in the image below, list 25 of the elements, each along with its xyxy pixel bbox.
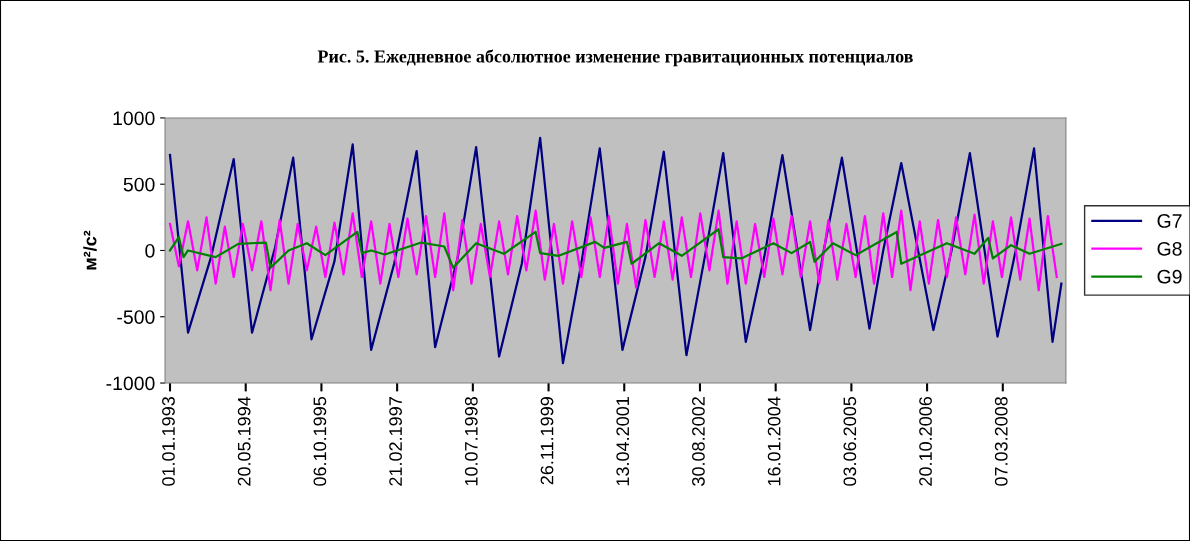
y-tick-label: -500 (117, 310, 155, 324)
y-tick-label: 1000 (113, 111, 155, 126)
x-tick-label: 26.11.1999 (540, 397, 554, 485)
legend-label: G9 (1157, 269, 1182, 284)
x-tick-label: 21.02.1997 (389, 397, 402, 486)
x-tick-label: 07.03.2008 (994, 397, 1008, 486)
x-tick-label: 03.06.2005 (843, 396, 857, 486)
x-tick-label: 16.01.2004 (767, 396, 781, 486)
line-series (168, 209, 1058, 292)
y-tick-label: 0 (145, 243, 155, 258)
line-series (168, 228, 1063, 269)
legend-label: G7 (1157, 214, 1182, 228)
line-series (168, 136, 1063, 365)
legend-label: G8 (1157, 241, 1182, 256)
y-axis-title: м²/с² (83, 230, 97, 270)
x-tick-label: 01.01.1993 (162, 397, 175, 486)
x-tick-label: 10.07.1998 (464, 397, 478, 486)
chart-title: Рис. 5. Ежедневное абсолютное изменение гравитационных потенциалов (317, 49, 913, 67)
y-tick-label: 500 (123, 177, 155, 192)
x-tick-label: 30.08.2002 (692, 397, 705, 486)
x-tick-label: 13.04.2001 (616, 397, 630, 486)
y-tick-label: -1000 (106, 376, 155, 391)
x-tick-label: 06.10.1995 (313, 396, 327, 486)
x-tick-label: 20.10.2006 (919, 397, 932, 486)
x-tick-label: 20.05.1994 (237, 396, 251, 486)
